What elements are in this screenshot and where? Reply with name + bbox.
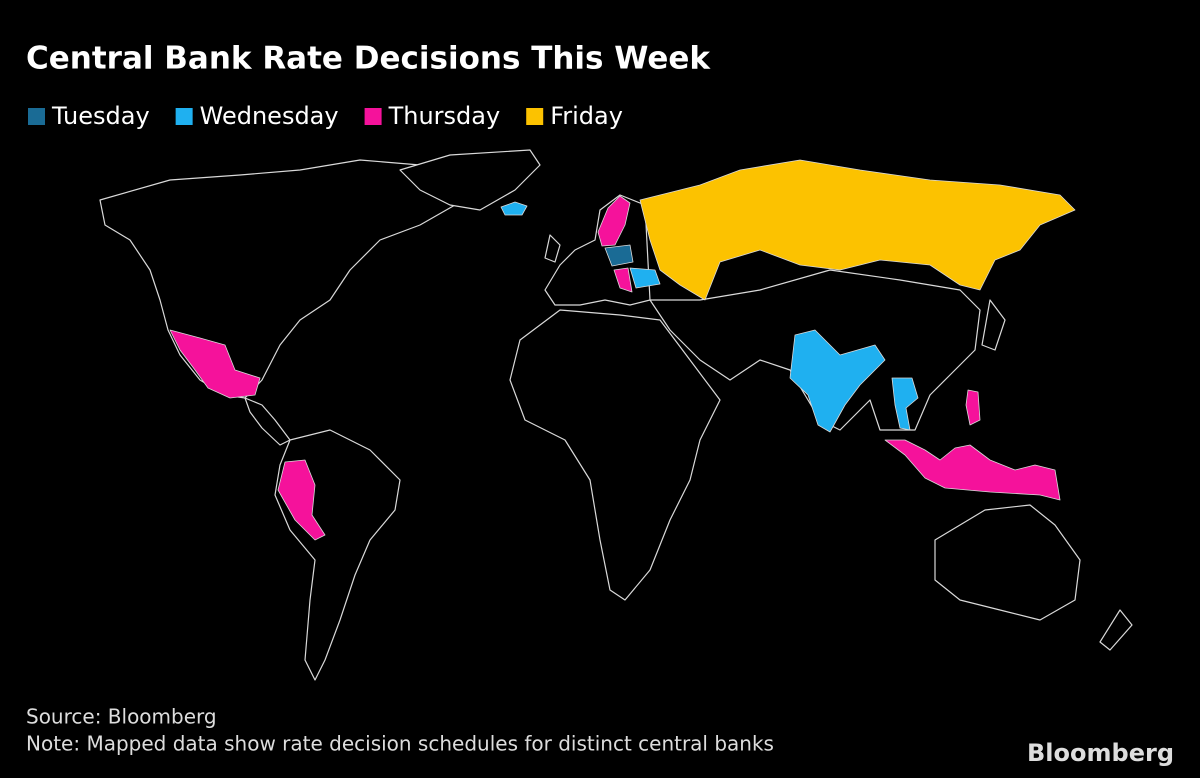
thailand <box>891 377 919 431</box>
romania <box>629 267 661 289</box>
brand: Bloomberg <box>1027 739 1174 767</box>
legend-swatch <box>28 108 45 125</box>
poland <box>604 244 634 267</box>
central-america <box>244 397 291 446</box>
uk <box>544 234 561 263</box>
new-zealand <box>1099 609 1133 651</box>
mexico <box>169 329 261 399</box>
sweden <box>597 195 631 247</box>
indonesia <box>884 439 1061 501</box>
title: Central Bank Rate Decisions This Week <box>26 41 711 77</box>
philippines <box>965 389 981 426</box>
iceland <box>500 201 528 216</box>
australia <box>934 504 1081 621</box>
legend-label: Wednesday <box>200 102 339 130</box>
legend-label: Thursday <box>388 102 501 130</box>
africa <box>509 309 721 601</box>
greenland <box>399 149 541 211</box>
legend-swatch <box>175 108 193 125</box>
india <box>789 329 886 433</box>
highlighted-countries <box>169 159 1076 541</box>
legend-label: Friday <box>550 102 623 130</box>
russia <box>639 159 1076 301</box>
legend: Tuesday Wednesday Thursday Friday <box>28 102 623 130</box>
legend-swatch <box>364 108 382 125</box>
serbia <box>613 267 633 293</box>
legend-swatch <box>526 108 544 125</box>
japan <box>981 299 1006 351</box>
peru <box>277 459 326 541</box>
source: Source: Bloomberg <box>26 705 217 729</box>
legend-label: Tuesday <box>51 102 150 130</box>
note: Note: Mapped data show rate decision sch… <box>26 732 774 756</box>
